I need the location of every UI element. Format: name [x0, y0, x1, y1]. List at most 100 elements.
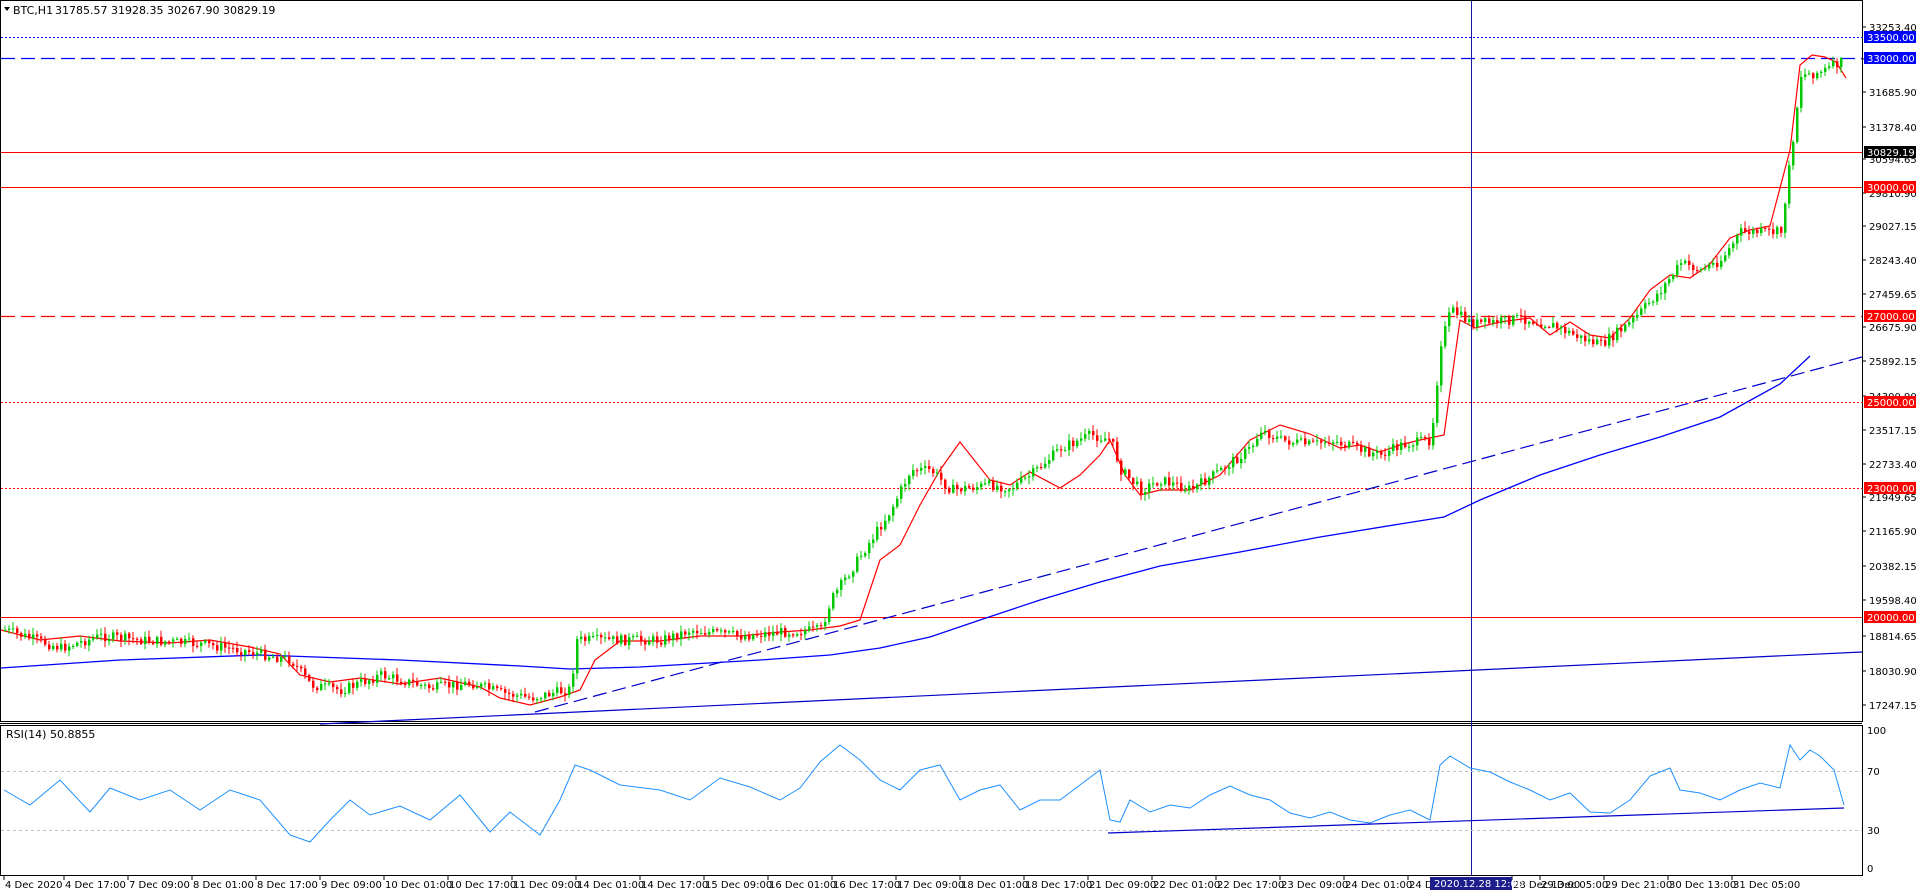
candle [488, 679, 491, 696]
candle [1004, 489, 1007, 497]
candle [1128, 468, 1131, 482]
horizontal-levels[interactable] [1, 37, 1862, 618]
candle [624, 634, 627, 647]
candle [1028, 470, 1031, 485]
candle [1104, 431, 1107, 442]
candle [1544, 324, 1547, 330]
level-tag-label: 20000.00 [1867, 613, 1915, 624]
candle [1512, 314, 1515, 327]
candle [1304, 431, 1307, 447]
trendline-dashed[interactable] [534, 356, 1863, 713]
candle [96, 629, 99, 640]
candle [1352, 435, 1355, 445]
trendline-long[interactable] [319, 651, 1863, 725]
candle [1692, 262, 1695, 277]
candle [68, 643, 71, 657]
candle [16, 625, 19, 639]
price-tick-label: 26675.90 [1869, 323, 1916, 334]
candle [316, 686, 319, 694]
candle [1296, 433, 1299, 446]
candle [1636, 309, 1639, 321]
candles [4, 56, 1843, 705]
level-tag-label: 33000.00 [1867, 54, 1915, 65]
chart-frame [0, 0, 1863, 722]
candle [1420, 432, 1423, 440]
time-tick-label: 22 Dec 17:00 [1217, 880, 1284, 891]
candle [1616, 324, 1619, 343]
candle [1332, 439, 1335, 451]
candle [376, 670, 379, 687]
candle [1464, 307, 1467, 324]
candle [720, 627, 723, 635]
candle [168, 640, 171, 645]
candle [812, 620, 815, 632]
candle [188, 632, 191, 643]
candle [1216, 463, 1219, 474]
candle [536, 697, 539, 705]
time-tick-label: 30 Dec 13:00 [1669, 880, 1736, 891]
candle [920, 462, 923, 475]
candle [1600, 336, 1603, 346]
candle [1808, 70, 1811, 76]
candle [1328, 435, 1331, 447]
time-tick-label: 24 Dec [1409, 880, 1444, 891]
candle [1136, 476, 1139, 487]
candle [1584, 330, 1587, 347]
candle [952, 479, 955, 494]
candle [724, 628, 727, 638]
candle [600, 632, 603, 645]
candle [1596, 336, 1599, 346]
time-tick-label: 9 Dec 09:00 [321, 880, 382, 891]
candle [872, 533, 875, 549]
candle [1360, 440, 1363, 456]
candle [1816, 71, 1819, 81]
candle [436, 678, 439, 694]
candle [928, 460, 931, 473]
trendlines[interactable] [319, 356, 1863, 725]
candle [772, 625, 775, 642]
candle [1608, 327, 1611, 349]
price-tick-label: 23517.15 [1869, 426, 1916, 437]
candle [832, 591, 835, 611]
candle [1092, 425, 1095, 440]
candle [400, 678, 403, 686]
candle [176, 636, 179, 641]
candle [1268, 428, 1271, 445]
candle [1784, 202, 1787, 239]
candle [1548, 325, 1551, 329]
candle [1572, 328, 1575, 336]
time-tick-label: 15 Dec 09:00 [705, 880, 772, 891]
candle [256, 646, 259, 661]
candle [1776, 225, 1779, 239]
candle [664, 630, 667, 648]
candle [260, 646, 263, 657]
price-tick-label: 25892.15 [1869, 357, 1916, 368]
candle [708, 628, 711, 638]
candle [1444, 321, 1447, 349]
candle [1720, 255, 1723, 270]
candle [1256, 433, 1259, 448]
rsi-trendline[interactable] [1107, 807, 1845, 834]
candle [332, 680, 335, 693]
candle [656, 631, 659, 649]
candle [148, 630, 151, 645]
candle [1316, 434, 1319, 446]
crosshair-time-label: 2020.12.28 12:00 [1434, 879, 1523, 890]
candle [1184, 485, 1187, 494]
candle [108, 634, 111, 646]
candle [492, 683, 495, 691]
candle [12, 622, 15, 634]
candle [1448, 307, 1451, 332]
candle [620, 633, 623, 647]
level-tag: 23000.00 [1864, 482, 1916, 495]
chevron-down-icon[interactable] [4, 7, 10, 11]
candle [1388, 445, 1391, 462]
candle [500, 685, 503, 691]
candle [380, 667, 383, 681]
candle [1284, 435, 1287, 443]
candle [592, 631, 595, 639]
time-tick-label: 24 Dec 01:00 [1345, 880, 1412, 891]
rsi-tick: 30 [1867, 826, 1880, 837]
price-axis: 33253.4032469.6531685.9031378.4030594.65… [1862, 23, 1916, 712]
